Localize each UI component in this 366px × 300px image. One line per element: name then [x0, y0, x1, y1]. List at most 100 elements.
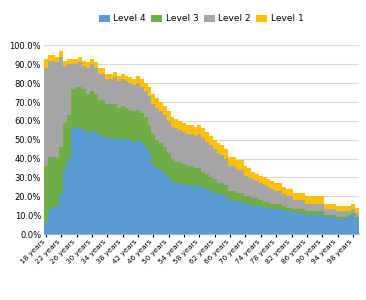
Bar: [236, 160, 240, 170]
Bar: [240, 193, 243, 202]
Bar: [209, 190, 213, 234]
Bar: [75, 127, 78, 234]
Bar: [147, 96, 152, 124]
Bar: [263, 208, 266, 234]
Bar: [94, 132, 98, 234]
Bar: [205, 174, 209, 189]
Bar: [247, 177, 251, 196]
Bar: [305, 196, 309, 204]
Bar: [278, 209, 282, 234]
Bar: [290, 212, 294, 234]
Bar: [182, 164, 186, 185]
Bar: [90, 91, 94, 130]
Bar: [78, 62, 82, 87]
Bar: [232, 166, 236, 190]
Bar: [351, 213, 355, 215]
Bar: [243, 196, 247, 204]
Bar: [167, 121, 171, 153]
Bar: [297, 193, 301, 200]
Bar: [201, 128, 205, 138]
Bar: [132, 80, 136, 85]
Bar: [243, 204, 247, 234]
Bar: [105, 74, 109, 80]
Bar: [136, 83, 140, 110]
Bar: [240, 160, 243, 170]
Bar: [309, 212, 313, 215]
Bar: [113, 138, 117, 234]
Bar: [286, 212, 290, 234]
Bar: [301, 200, 305, 209]
Bar: [217, 153, 220, 183]
Bar: [155, 140, 159, 168]
Bar: [101, 136, 105, 234]
Bar: [236, 170, 240, 193]
Bar: [347, 217, 351, 234]
Bar: [124, 81, 128, 108]
Bar: [336, 206, 340, 211]
Bar: [167, 153, 171, 177]
Bar: [121, 74, 124, 80]
Bar: [240, 170, 243, 193]
Bar: [332, 215, 336, 217]
Bar: [163, 174, 167, 234]
Bar: [71, 64, 75, 89]
Bar: [78, 87, 82, 128]
Bar: [94, 68, 98, 94]
Bar: [290, 208, 294, 212]
Bar: [52, 208, 55, 234]
Bar: [294, 213, 297, 234]
Bar: [243, 166, 247, 176]
Bar: [228, 157, 232, 166]
Bar: [90, 130, 94, 234]
Bar: [59, 147, 63, 194]
Bar: [198, 168, 201, 185]
Bar: [213, 179, 217, 193]
Bar: [320, 196, 324, 204]
Bar: [324, 204, 328, 209]
Bar: [340, 219, 343, 234]
Bar: [328, 209, 332, 215]
Bar: [124, 108, 128, 140]
Bar: [251, 179, 255, 198]
Bar: [101, 100, 105, 136]
Bar: [224, 196, 228, 234]
Bar: [90, 58, 94, 64]
Bar: [128, 110, 132, 140]
Bar: [124, 140, 128, 234]
Bar: [274, 183, 278, 190]
Bar: [67, 58, 71, 64]
Bar: [209, 146, 213, 177]
Bar: [217, 183, 220, 194]
Bar: [186, 124, 190, 134]
Bar: [278, 190, 282, 204]
Bar: [259, 206, 263, 234]
Bar: [263, 177, 266, 185]
Bar: [136, 140, 140, 234]
Bar: [113, 72, 117, 77]
Bar: [340, 217, 343, 219]
Bar: [317, 204, 320, 212]
Bar: [117, 108, 121, 140]
Bar: [351, 209, 355, 213]
Bar: [194, 136, 198, 168]
Bar: [320, 204, 324, 212]
Bar: [232, 200, 236, 234]
Bar: [294, 193, 297, 200]
Bar: [270, 189, 274, 204]
Bar: [144, 83, 147, 91]
Bar: [205, 132, 209, 142]
Bar: [305, 212, 309, 215]
Bar: [78, 128, 82, 234]
Bar: [351, 215, 355, 234]
Bar: [274, 204, 278, 209]
Bar: [90, 64, 94, 91]
Bar: [98, 68, 101, 74]
Bar: [48, 61, 52, 157]
Bar: [105, 138, 109, 234]
Bar: [182, 185, 186, 234]
Bar: [140, 113, 144, 143]
Bar: [266, 208, 270, 234]
Bar: [152, 134, 155, 164]
Bar: [340, 206, 343, 211]
Bar: [171, 127, 175, 159]
